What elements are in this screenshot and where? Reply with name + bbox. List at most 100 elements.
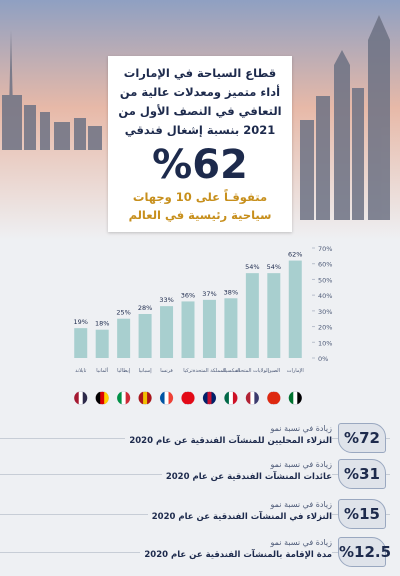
- highlight: %62: [152, 142, 248, 188]
- flag-right: [232, 391, 238, 405]
- flag-left: [138, 391, 144, 405]
- bar: [117, 318, 131, 358]
- flag: [95, 391, 109, 405]
- flag: [288, 391, 303, 405]
- stat-row: زيادة في نسبة نمو عائدات المنشآت الفندقية…: [0, 456, 400, 492]
- bar: [202, 299, 216, 358]
- value-label: 18%: [95, 320, 109, 328]
- stat-badge: %15: [338, 499, 386, 529]
- skyline: [0, 0, 400, 240]
- card-spacer: [108, 56, 292, 64]
- category-label: تركيا: [183, 368, 193, 374]
- category-label: المملكة المتحدة: [193, 368, 226, 374]
- stat-line2: عائدات المنشآت الفندقية عن عام 2020: [165, 472, 332, 482]
- category-label: المكسيك: [222, 368, 241, 374]
- stat-row: زيادة في نسبة نمو النزلاء في المنشآت الفن…: [0, 496, 400, 532]
- header-card: قطاع السياحة في الإمارات أداء متميز ومعدل…: [108, 56, 292, 232]
- flag-left: [74, 391, 79, 405]
- flag-left: [288, 391, 294, 405]
- flag-right: [125, 391, 131, 405]
- stat-line1: زيادة في نسبة نمو: [270, 424, 332, 433]
- value-label: 38%: [224, 288, 238, 296]
- bar: [288, 260, 302, 358]
- flag: [181, 391, 195, 405]
- value-label: 19%: [74, 318, 88, 326]
- subtitle-line: سياحية رئيسية في العالم: [128, 208, 272, 222]
- flag-left: [267, 391, 272, 405]
- flag-left: [159, 391, 165, 405]
- stat-text: زيادة في نسبة نمو النزلاء في المنشآت الفن…: [147, 498, 332, 524]
- category-label: الولايات المتحدة: [236, 368, 269, 374]
- flag-right: [147, 391, 152, 405]
- stat-row: زيادة في نسبة نمو النزلاء المحليين للمنشآ…: [0, 420, 400, 456]
- value-label: 54%: [245, 263, 259, 271]
- value-label: 28%: [138, 304, 152, 312]
- flag-right: [254, 391, 259, 405]
- flag: [267, 391, 281, 405]
- title-line: 2021 بنسبة إشغال فندقي: [124, 123, 276, 137]
- bar: [138, 314, 152, 358]
- stat-line2: مدة الإقامة بالمنشآت الفندقية عن عام 202…: [144, 550, 332, 560]
- y-tick-label: 60%: [318, 261, 332, 269]
- flag-right: [297, 391, 302, 405]
- stat-line1: زيادة في نسبة نمو: [270, 500, 332, 509]
- y-tick-label: 40%: [318, 292, 332, 300]
- flag: [73, 391, 88, 405]
- flag: [138, 391, 152, 405]
- flag-left: [202, 391, 208, 405]
- flag-right: [104, 391, 109, 405]
- stat-text: زيادة في نسبة نمو عائدات المنشآت الفندقية…: [161, 458, 332, 484]
- y-tick-label: 70%: [318, 245, 332, 253]
- y-tick-label: 0%: [318, 355, 328, 363]
- stat-text: زيادة في نسبة نمو مدة الإقامة بالمنشآت ال…: [140, 536, 332, 562]
- title-line: قطاع السياحة في الإمارات: [123, 66, 277, 80]
- category-label: الإمارات: [287, 368, 304, 374]
- stat-badge: %72: [338, 423, 386, 453]
- y-tick-label: 20%: [318, 324, 332, 332]
- value-label: 33%: [159, 296, 173, 304]
- flag-right: [168, 391, 174, 405]
- stat-line1: زيادة في نسبة نمو: [270, 460, 332, 469]
- bar: [181, 301, 195, 358]
- flag-left: [117, 391, 122, 405]
- value-label: 54%: [267, 263, 281, 271]
- bar: [224, 298, 238, 358]
- subtitle-line: متفوقـاً على 10 وجهات: [132, 190, 268, 204]
- flag-right: [82, 391, 88, 405]
- flag: [116, 391, 131, 405]
- bar: [267, 273, 281, 358]
- flag: [159, 391, 174, 405]
- flag-left: [224, 391, 229, 405]
- category-label: إسبانيا: [139, 368, 153, 374]
- value-label: 25%: [116, 309, 130, 317]
- stat-text: زيادة في نسبة نمو النزلاء المحليين للمنشآ…: [125, 422, 332, 448]
- flag: [245, 391, 260, 405]
- flag-right: [275, 391, 281, 405]
- category-label: الصين: [268, 368, 281, 374]
- y-tick-label: 50%: [318, 276, 332, 284]
- bar: [74, 328, 88, 358]
- title-line: التعافي في النصف الأول من: [118, 104, 282, 118]
- flag: [202, 391, 217, 405]
- value-label: 62%: [288, 251, 302, 259]
- stat-line1: زيادة في نسبة نمو: [270, 538, 332, 547]
- stat-row: زيادة في نسبة نمو مدة الإقامة بالمنشآت ال…: [0, 534, 400, 570]
- bar: [245, 273, 259, 358]
- y-tick-label: 10%: [318, 339, 332, 347]
- y-tick-label: 30%: [318, 308, 332, 316]
- flag-left: [181, 391, 186, 405]
- flag: [224, 391, 238, 405]
- category-label: تايلاند: [75, 368, 87, 374]
- category-label: فرنسا: [160, 368, 173, 374]
- category-label: إيطاليا: [117, 368, 131, 374]
- flag-right: [211, 391, 217, 405]
- stat-line2: النزلاء في المنشآت الفندقية عن عام 2020: [151, 512, 332, 522]
- flag-left: [95, 391, 101, 405]
- flag-right: [190, 391, 195, 405]
- value-label: 36%: [181, 291, 195, 299]
- flag-left: [245, 391, 251, 405]
- stat-line2: النزلاء المحليين للمنشآت الفندقية عن عام…: [129, 436, 332, 446]
- stat-badge: %31: [338, 459, 386, 489]
- title-line: أداء متميز ومعدلات عالية من: [119, 85, 281, 99]
